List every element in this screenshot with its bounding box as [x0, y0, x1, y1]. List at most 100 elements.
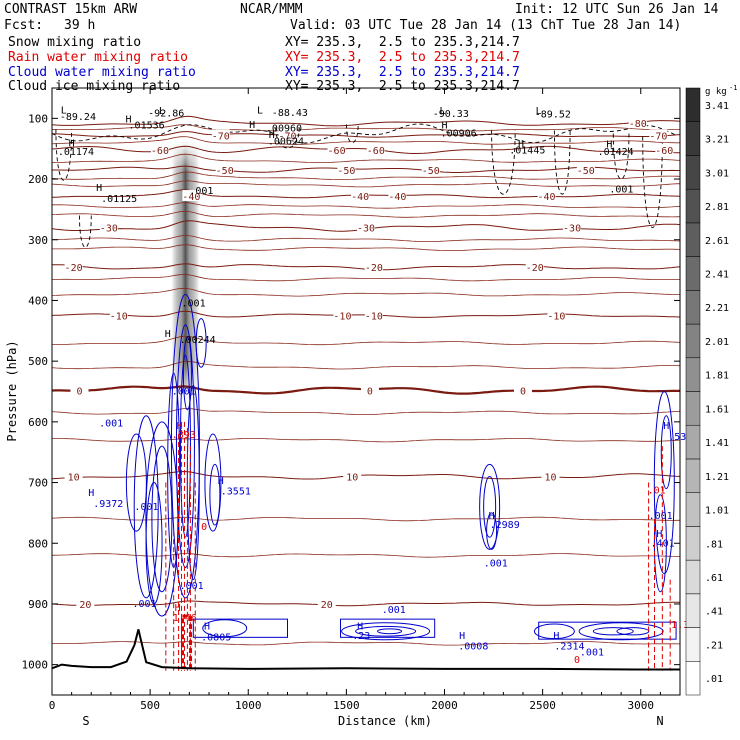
temperature-label: -80	[629, 119, 647, 130]
temperature-label: -30	[563, 224, 581, 235]
temperature-label: -70	[212, 131, 230, 142]
contour-label-bg	[364, 261, 383, 273]
x-tick-label: 1500	[333, 699, 360, 712]
contour-label-bg	[99, 221, 118, 233]
field-cloud-ice-name: Cloud ice mixing ratio	[8, 79, 181, 94]
colorbar-swatch	[685, 188, 701, 224]
x-tick-label: 2500	[529, 699, 556, 712]
cloud-ice-contour	[79, 215, 92, 248]
extremum-value-label: .01445	[509, 146, 545, 157]
south-label: S	[82, 714, 89, 728]
temperature-label: -20	[65, 263, 83, 274]
temperature-contour	[52, 136, 680, 145]
temperature-contour	[52, 165, 680, 173]
extremum-value-label: .00960	[266, 124, 302, 135]
cloud-ice-contour	[612, 133, 630, 180]
extremum-value-label: 0	[201, 522, 207, 533]
temperature-contour	[52, 124, 680, 132]
cloud-water-contour	[660, 415, 672, 490]
high-marker: H	[518, 139, 524, 150]
extremum-value-label: .001	[189, 186, 213, 197]
x-tick-label: 2000	[431, 699, 458, 712]
x-tick-label: 3000	[628, 699, 655, 712]
y-tick-label: 800	[28, 537, 48, 550]
colorbar-label: .01	[705, 674, 723, 685]
extremum-value-label: -89.24	[60, 112, 96, 123]
cloud-water-contour	[170, 293, 200, 599]
temperature-label: -60	[151, 146, 169, 157]
contour-label-bg	[655, 143, 674, 155]
temperature-label: -50	[422, 166, 440, 177]
model-name: CONTRAST 15km ARW	[4, 2, 138, 17]
temperature-label: 10	[346, 472, 358, 483]
cloud-water-contour	[592, 627, 634, 636]
temperature-label: -10	[547, 312, 565, 323]
temperature-contour	[52, 408, 680, 416]
colorbar-swatch	[685, 323, 701, 359]
extremum-value-label: .001	[182, 299, 206, 310]
cloud-water-contour	[578, 622, 664, 641]
cloud-water-contour	[479, 463, 501, 550]
extremum-value-label: .3551	[221, 487, 251, 498]
rain-water-contour	[181, 614, 193, 670]
high-marker: H	[441, 121, 447, 132]
temperature-contour	[52, 516, 680, 522]
colorbar-swatch	[685, 593, 701, 628]
cloud-ice-contour	[553, 130, 571, 195]
extremum-value-label: .01536	[129, 121, 165, 132]
x-axis-title: Distance (km)	[338, 714, 432, 728]
colorbar-label: .61	[705, 573, 723, 584]
high-marker: H	[553, 631, 559, 642]
contour-label-bg	[351, 190, 370, 202]
cloud-water-contour	[145, 482, 163, 605]
cloud-ice-contour	[491, 130, 516, 195]
colorbar-swatch	[685, 290, 701, 325]
colorbar-swatch	[685, 458, 701, 493]
colorbar-label: 1.81	[705, 371, 729, 382]
cloud-water-contour	[151, 445, 173, 593]
init-time: Init: 12 UTC Sun 26 Jan 14	[515, 2, 719, 17]
extremum-value-label: .001	[99, 419, 123, 430]
extremum-value-label: .001	[609, 184, 633, 195]
contour-label-bg	[215, 163, 234, 175]
colorbar-label: 1.61	[705, 404, 729, 415]
colorbar-label: .41	[705, 607, 723, 618]
extremum-value-label: .893	[172, 430, 196, 441]
contour-label-bg	[576, 163, 595, 175]
cloud-water-contour	[125, 433, 147, 532]
high-marker: H	[489, 511, 495, 522]
extremum-value-label: .00624	[268, 136, 304, 147]
contour-label-bg	[563, 221, 582, 233]
temperature-contour	[52, 235, 680, 242]
cloud-water-contours	[125, 293, 677, 641]
cloud-ice-contour	[345, 124, 359, 144]
contour-labels: 20 20 10 10 10 0 0 0 -10 -10 -10 -10 -20 -20 -20 -30 -30…	[58, 108, 689, 666]
contour-label-bg	[537, 190, 556, 202]
high-marker: H	[459, 631, 465, 642]
cloud-water-contour	[355, 625, 417, 637]
temperature-contour	[52, 470, 680, 480]
contour-label-bg	[525, 261, 544, 273]
extremum-value-label: .001	[649, 511, 673, 522]
low-marker: L	[61, 105, 67, 116]
high-marker: H	[269, 130, 275, 141]
temperature-label: -50	[337, 166, 355, 177]
high-marker: H	[606, 139, 612, 150]
cloud-ice-contour	[275, 127, 300, 149]
temperature-contour	[52, 131, 680, 138]
temperature-label: 20	[79, 600, 91, 611]
cloud-water-contour	[192, 618, 288, 638]
colorbar-swatch	[685, 256, 701, 291]
temperature-label: -60	[655, 146, 673, 157]
high-marker: H	[126, 115, 132, 126]
contour-label-bg	[278, 129, 297, 141]
terrain-layer	[52, 629, 680, 671]
temperature-contour	[52, 153, 680, 163]
temperature-label: 0	[520, 386, 526, 397]
field-rain-name: Rain water mixing ratio	[8, 50, 189, 65]
temperature-label: -20	[526, 263, 544, 274]
temperature-label: -70	[649, 131, 667, 142]
extremum-value-label: .23	[352, 631, 370, 642]
colorbar-label: 3.41	[705, 101, 729, 112]
temperature-contour	[52, 210, 680, 218]
